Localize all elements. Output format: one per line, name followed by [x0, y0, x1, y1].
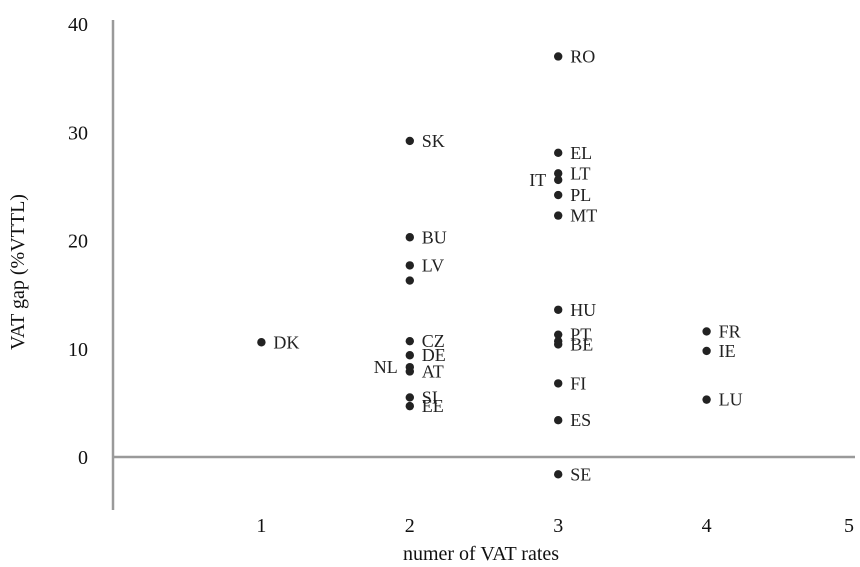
point-label: BE [570, 334, 593, 354]
data-point [405, 336, 414, 346]
x-tick-labels: 1 2 3 4 5 [256, 515, 854, 537]
point-label: SE [570, 464, 591, 484]
point-label: DK [273, 332, 299, 352]
y-tick-label: 30 [68, 122, 88, 144]
point-label: LT [570, 163, 590, 183]
point-label: MT [570, 206, 597, 226]
y-tick-labels: 0 10 20 30 40 [68, 14, 88, 469]
data-point [702, 327, 711, 336]
y-tick-label: 20 [68, 231, 88, 253]
x-tick-label: 2 [405, 515, 415, 537]
x-tick-label: 4 [702, 515, 712, 537]
data-point [405, 401, 414, 411]
point-label: AT [422, 361, 444, 381]
data-point [405, 261, 414, 270]
point-label: ES [570, 410, 591, 430]
data-point [702, 346, 711, 356]
data-point [554, 190, 563, 200]
data-point [554, 211, 563, 220]
data-point [405, 233, 414, 242]
y-axis-title: VAT gap (%VTTL) [7, 194, 29, 350]
data-point [702, 395, 711, 404]
data-point [405, 393, 414, 402]
data-point [554, 379, 563, 388]
point-label: FI [570, 373, 586, 393]
point-label: LV [422, 255, 444, 275]
point-label: HU [570, 300, 596, 320]
point-label: DE [422, 345, 446, 365]
point-label: FR [719, 321, 741, 341]
point-label: PL [570, 185, 591, 205]
data-point [554, 175, 563, 185]
x-tick-label: 5 [844, 515, 854, 537]
data-point [405, 362, 414, 372]
y-tick-label: 0 [78, 447, 88, 469]
y-tick-label: 10 [68, 339, 88, 361]
point-label: IT [529, 170, 546, 190]
data-point [405, 276, 414, 285]
data-point [554, 330, 563, 339]
point-label: RO [570, 46, 595, 66]
y-tick-label: 40 [68, 14, 88, 36]
point-label: EL [570, 143, 592, 163]
data-point [405, 136, 414, 146]
x-axis-title: numer of VAT rates [403, 543, 559, 565]
data-point [554, 470, 563, 479]
point-label: CZ [422, 331, 445, 351]
data-point [554, 415, 563, 425]
point-label: SK [422, 131, 445, 151]
data-point [405, 351, 414, 360]
data-point [554, 169, 563, 178]
point-label: EE [422, 396, 444, 416]
data-point [257, 338, 266, 347]
point-label: IE [719, 341, 736, 361]
point-label: LU [719, 390, 743, 410]
point-label: NL [374, 357, 398, 377]
point-label: SI [422, 387, 438, 407]
data-point [554, 305, 563, 314]
x-tick-label: 3 [553, 515, 563, 537]
point-label: BU [422, 227, 447, 247]
data-point [554, 52, 563, 61]
data-point [554, 148, 563, 158]
data-point [554, 340, 563, 349]
point-label: PT [570, 325, 591, 345]
x-tick-label: 1 [256, 515, 266, 537]
